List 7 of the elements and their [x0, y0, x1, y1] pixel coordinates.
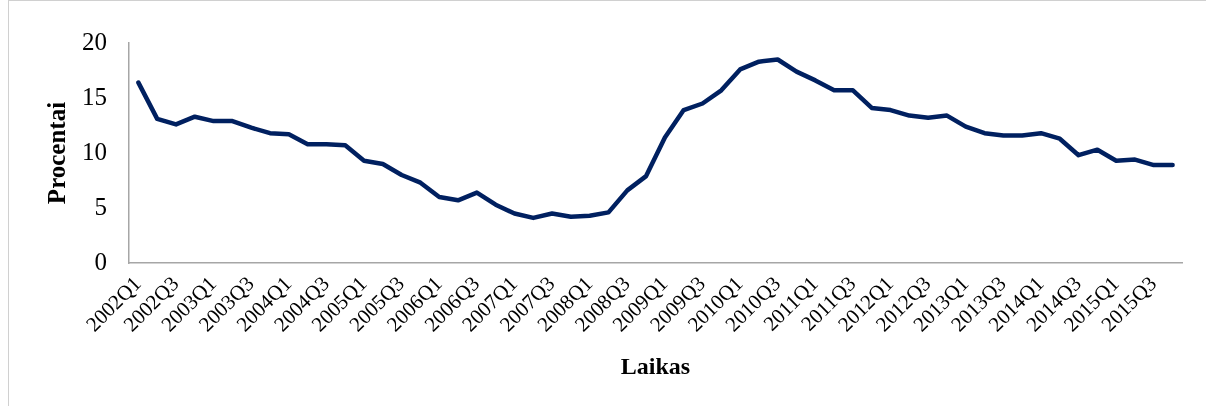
- y-tick-label: 10: [82, 137, 107, 165]
- y-axis-title: Procentai: [43, 101, 71, 205]
- x-axis-title: Laikas: [620, 352, 691, 379]
- y-tick-label: 15: [82, 82, 107, 110]
- y-tick-label: 0: [94, 247, 107, 275]
- y-tick-label: 5: [94, 192, 107, 220]
- y-tick-label: 20: [82, 27, 107, 55]
